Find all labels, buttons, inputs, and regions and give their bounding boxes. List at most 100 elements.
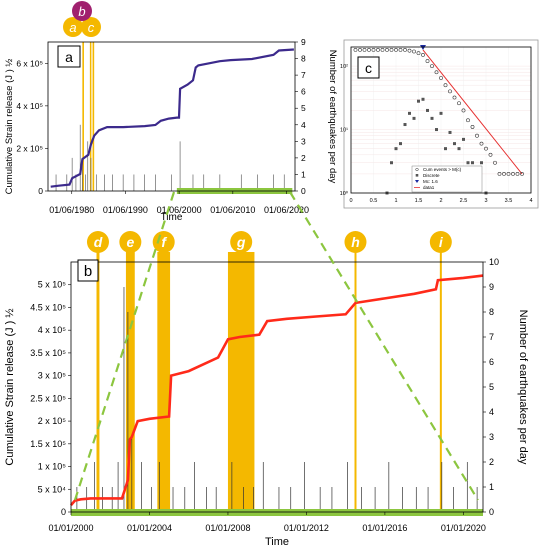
x-tick-label-c: 3.5 bbox=[505, 198, 513, 204]
discrete-point bbox=[399, 142, 402, 146]
discrete-point bbox=[444, 147, 447, 151]
legend-swatch-c bbox=[415, 180, 419, 183]
cum-point bbox=[515, 171, 520, 176]
panel-label-box-a bbox=[57, 45, 81, 68]
band-marker-label-i: i bbox=[439, 234, 444, 250]
y2-axis-label-a: Number of earthquakes per day bbox=[327, 50, 338, 184]
legend-label-c: Cum events > M(c) bbox=[423, 167, 462, 172]
highlight-band-g bbox=[227, 252, 255, 512]
y-tick-label-b: 2.5 x 10⁵ bbox=[30, 393, 66, 403]
band-marker-label-f: f bbox=[161, 234, 167, 250]
band-marker-label-g: g bbox=[236, 234, 246, 250]
cum-point bbox=[457, 101, 461, 106]
cum-point bbox=[443, 83, 448, 88]
cum-point bbox=[511, 171, 515, 176]
x-tick-label-a: 01/06/2000 bbox=[157, 205, 202, 215]
y2-tick-label-b: 5 bbox=[489, 382, 494, 392]
band-marker-label-e: e bbox=[126, 234, 134, 250]
x-tick-label-c: 3 bbox=[484, 198, 487, 204]
panel-a: 0 2 x 10⁵ 4 x 10⁵ 6 x 10⁵ 0 1 2 3 4 5 6 7 8 9 01/06/19… bbox=[4, 1, 338, 223]
x-tick-label-b: 01/01/2008 bbox=[205, 523, 250, 533]
y2-tick-label-a: 2 bbox=[301, 153, 306, 163]
y2-tick-label-b: 1 bbox=[489, 482, 494, 492]
band-marker-e bbox=[119, 231, 142, 253]
y2-tick-label-b: 4 bbox=[489, 407, 494, 417]
strain-line-a bbox=[50, 48, 294, 188]
highlight-band-d bbox=[96, 252, 100, 512]
highlight-band-c bbox=[92, 42, 95, 191]
mc-marker bbox=[420, 45, 426, 50]
plot-frame-a bbox=[47, 41, 296, 192]
discrete-point bbox=[394, 147, 398, 151]
band-marker-label-c: c bbox=[88, 20, 95, 35]
cum-point bbox=[389, 48, 394, 52]
y-tick-label-b: 4.5 x 10⁵ bbox=[30, 302, 66, 312]
y-tick-label-b: 3.5 x 10⁵ bbox=[30, 348, 66, 358]
discrete-point bbox=[462, 137, 465, 141]
band-marker-f bbox=[152, 231, 175, 253]
y2-tick-label-b: 10 bbox=[489, 257, 499, 267]
y-tick-label-b: 1 x 10⁵ bbox=[38, 462, 67, 472]
highlight-band-a bbox=[82, 42, 84, 191]
panel-c: 0 0.5 1 1.5 2 2.5 3 3.5 4 10⁰ 10¹ 10² Cum events > M… bbox=[340, 39, 539, 209]
discrete-point bbox=[448, 130, 452, 134]
x-tick-label-c: 2.5 bbox=[460, 198, 468, 204]
y-tick-label-b: 5 x 10⁵ bbox=[38, 280, 67, 290]
band-marker-label-a: a bbox=[69, 20, 76, 35]
cum-point bbox=[506, 171, 511, 176]
cum-point bbox=[488, 152, 493, 157]
cum-point bbox=[475, 133, 479, 138]
cum-point bbox=[461, 108, 466, 113]
x-tick-label-b: 01/01/2020 bbox=[441, 523, 486, 533]
y2-axis-label-b: Number of earthquakes per day bbox=[517, 310, 529, 465]
y2-tick-label-b: 2 bbox=[489, 457, 494, 467]
x-tick-label-c: 1 bbox=[394, 198, 397, 204]
discrete-point bbox=[412, 116, 416, 120]
discrete-point bbox=[439, 111, 443, 115]
x-tick-label-c: 1.5 bbox=[415, 198, 423, 204]
cum-point bbox=[376, 48, 380, 52]
y-tick-label-a: 6 x 10⁵ bbox=[16, 58, 43, 68]
y-tick-label-a: 2 x 10⁵ bbox=[16, 143, 43, 153]
zoom-connector-left bbox=[73, 191, 176, 501]
legend-label-c: data1 bbox=[423, 185, 435, 190]
cum-point bbox=[439, 76, 443, 80]
y-tick-label-b: 3 x 10⁵ bbox=[38, 371, 67, 381]
panel-b: d e f g h i 0 5 x 10⁴ 1 x 10⁵ 1.5 x 10⁵ 2 x 10⁵ 2.5… bbox=[4, 191, 529, 548]
y2-tick-label-a: 3 bbox=[301, 136, 306, 146]
discrete-point bbox=[408, 111, 411, 115]
band-marker-a bbox=[63, 17, 83, 37]
cum-point bbox=[416, 51, 421, 56]
x-tick-label-b: 01/01/2012 bbox=[284, 523, 329, 533]
band-marker-g bbox=[230, 231, 253, 253]
discrete-point bbox=[421, 97, 425, 101]
discrete-point bbox=[390, 161, 393, 165]
y2-tick-label-a: 1 bbox=[301, 169, 306, 179]
cum-point bbox=[358, 48, 362, 52]
panel-label-box-b bbox=[77, 259, 99, 282]
cum-point bbox=[497, 171, 502, 176]
y2-tick-label-a: 4 bbox=[301, 120, 306, 130]
x-axis-label-b: Time bbox=[265, 536, 289, 548]
y2-tick-label-b: 0 bbox=[489, 507, 494, 517]
panel-label-box-c bbox=[357, 56, 380, 79]
y2-tick-label-a: 9 bbox=[301, 37, 306, 47]
band-marker-c bbox=[81, 17, 101, 37]
cum-point bbox=[479, 141, 484, 146]
discrete-point bbox=[430, 116, 434, 120]
highlight-band-h bbox=[354, 252, 357, 512]
y-tick-label-b: 1.5 x 10⁵ bbox=[30, 439, 66, 449]
band-marker-label-b: b bbox=[78, 4, 85, 19]
discrete-point bbox=[471, 161, 474, 165]
highlight-band-e bbox=[125, 252, 135, 512]
cum-point bbox=[407, 48, 412, 53]
y2-tick-label-b: 9 bbox=[489, 282, 494, 292]
band-marker-label-h: h bbox=[351, 234, 360, 250]
y-axis-label-a: Cumulative Strain release (J ) ½ bbox=[4, 59, 15, 195]
strain-line-b bbox=[70, 274, 484, 507]
cum-point bbox=[470, 125, 475, 129]
cum-point bbox=[421, 53, 425, 57]
x-tick-label-b: 01/01/2000 bbox=[48, 523, 93, 533]
legend-swatch-c bbox=[415, 174, 419, 177]
x-tick-label-b: 01/01/2004 bbox=[127, 523, 172, 533]
